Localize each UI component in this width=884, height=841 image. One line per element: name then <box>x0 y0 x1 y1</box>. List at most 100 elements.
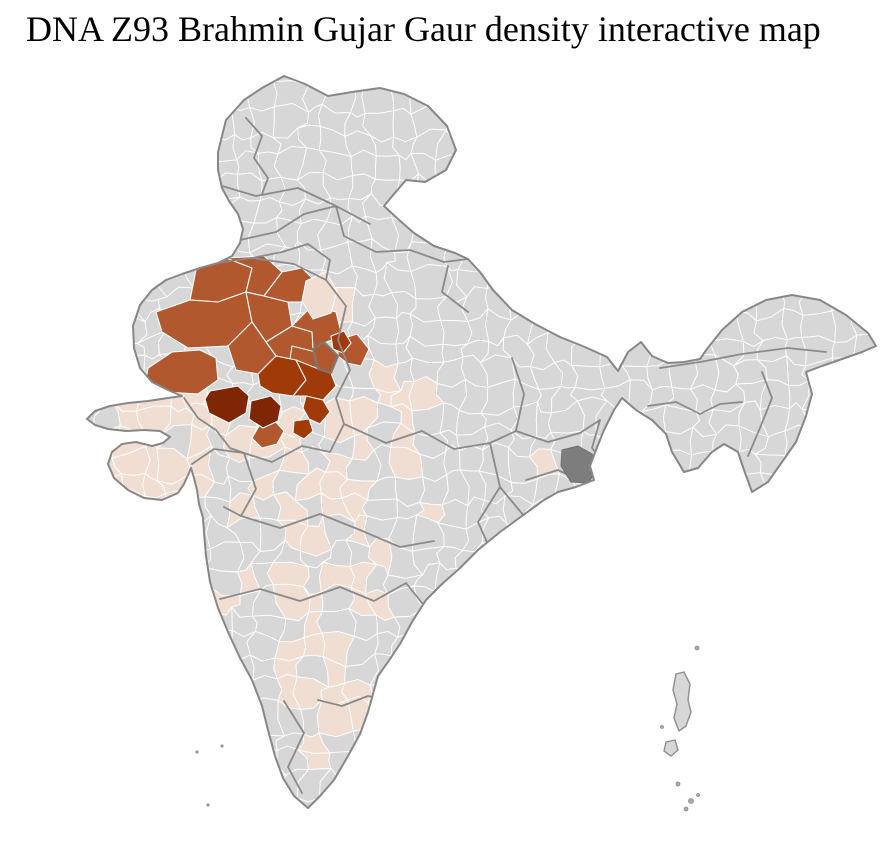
district-cell[interactable] <box>528 516 560 547</box>
district-cell[interactable] <box>161 750 194 775</box>
district-cell[interactable] <box>663 562 699 599</box>
district-cell[interactable] <box>615 517 652 553</box>
district-cell[interactable] <box>831 473 859 506</box>
district-cell[interactable] <box>68 816 95 841</box>
district-cell[interactable] <box>801 772 839 806</box>
district-cell[interactable] <box>229 770 258 805</box>
district-cell[interactable] <box>729 471 766 506</box>
district-cell[interactable] <box>457 587 488 615</box>
district-cell[interactable] <box>639 266 674 300</box>
district-cell[interactable] <box>646 148 681 178</box>
district-cell[interactable] <box>639 661 670 681</box>
district-delhi-territory[interactable] <box>312 341 339 374</box>
district-cell[interactable] <box>599 753 631 777</box>
district-cell[interactable] <box>118 243 144 276</box>
district-cell[interactable] <box>132 261 168 302</box>
district-cell[interactable] <box>140 801 171 818</box>
district-cell[interactable] <box>781 772 814 798</box>
district-cell[interactable] <box>436 679 468 710</box>
district-cell[interactable] <box>806 267 835 297</box>
district-cell[interactable] <box>739 796 770 828</box>
district-cell[interactable] <box>777 687 802 714</box>
district-cell[interactable] <box>685 148 717 182</box>
district-cell[interactable] <box>272 797 305 826</box>
district-cell[interactable] <box>528 610 552 647</box>
district-cell[interactable] <box>111 609 142 643</box>
district-cell[interactable] <box>133 750 169 780</box>
district-cell[interactable] <box>809 613 836 638</box>
district-cell[interactable] <box>871 334 884 366</box>
district-cell[interactable] <box>735 678 768 713</box>
district-cell[interactable] <box>436 656 468 689</box>
district-cell[interactable] <box>583 514 607 540</box>
district-cell[interactable] <box>801 471 837 499</box>
district-cell[interactable] <box>663 587 701 622</box>
district-cell[interactable] <box>595 203 629 231</box>
district-cell[interactable] <box>647 562 676 599</box>
district-cell[interactable] <box>93 514 121 553</box>
district-cell[interactable] <box>188 87 216 110</box>
district-cell[interactable] <box>759 472 786 502</box>
district-cell[interactable] <box>164 171 195 196</box>
district-cell[interactable] <box>94 613 119 641</box>
district-cell[interactable] <box>801 792 838 824</box>
district-cell[interactable] <box>783 723 812 748</box>
district-cell[interactable] <box>877 266 884 297</box>
district-cell[interactable] <box>415 767 444 805</box>
district-cell[interactable] <box>801 78 836 121</box>
district-cell[interactable] <box>600 607 624 639</box>
district-cell[interactable] <box>480 836 512 841</box>
district-cell[interactable] <box>117 56 148 95</box>
district-cell[interactable] <box>762 816 791 841</box>
district-cell[interactable] <box>848 165 880 207</box>
district-cell[interactable] <box>115 792 149 820</box>
district-cell[interactable] <box>664 540 697 567</box>
district-cell[interactable] <box>67 295 95 320</box>
district-cell[interactable] <box>458 837 485 841</box>
district-cell[interactable] <box>594 124 631 152</box>
district-cell[interactable] <box>853 290 878 313</box>
district-cell[interactable] <box>833 771 867 806</box>
district-cell[interactable] <box>662 792 701 829</box>
district-cell[interactable] <box>186 678 218 712</box>
district-cell[interactable] <box>713 639 745 663</box>
district-cell[interactable] <box>577 201 604 230</box>
district-cell[interactable] <box>544 610 584 644</box>
district-cell[interactable] <box>390 753 425 783</box>
district-cell[interactable] <box>459 673 493 710</box>
district-cell[interactable] <box>139 57 172 92</box>
district-cell[interactable] <box>596 632 626 661</box>
district-cell[interactable] <box>853 540 883 575</box>
district-cell[interactable] <box>643 540 677 566</box>
district-cell[interactable] <box>158 796 191 823</box>
district-cell[interactable] <box>142 511 172 546</box>
district-cell[interactable] <box>801 442 835 479</box>
district-cell[interactable] <box>361 79 395 114</box>
district-cell[interactable] <box>111 633 147 658</box>
district-cell[interactable] <box>457 606 488 645</box>
district-cell[interactable] <box>829 661 860 681</box>
district-cell[interactable] <box>640 308 668 333</box>
district-cell[interactable] <box>640 286 668 320</box>
district-cell[interactable] <box>824 269 858 297</box>
district-cell[interactable] <box>616 659 647 684</box>
district-cell[interactable] <box>779 221 815 251</box>
district-cell[interactable] <box>88 540 121 573</box>
district-cell[interactable] <box>582 816 605 841</box>
district-cell[interactable] <box>650 595 677 622</box>
district-cell[interactable] <box>779 111 816 134</box>
district-cell[interactable] <box>851 85 877 114</box>
district-cell[interactable] <box>823 540 859 575</box>
district-cell[interactable] <box>663 329 695 361</box>
district-cell[interactable] <box>489 767 511 804</box>
district-cell[interactable] <box>708 223 741 252</box>
district-cell[interactable] <box>809 169 835 204</box>
district-cell[interactable] <box>646 173 677 203</box>
district-cell[interactable] <box>848 819 884 841</box>
district-cell[interactable] <box>485 172 515 206</box>
district-cell[interactable] <box>505 653 531 686</box>
district-cell[interactable] <box>110 100 147 132</box>
district-cell[interactable] <box>569 106 607 133</box>
district-cell[interactable] <box>63 444 105 482</box>
district-cell[interactable] <box>650 773 671 798</box>
